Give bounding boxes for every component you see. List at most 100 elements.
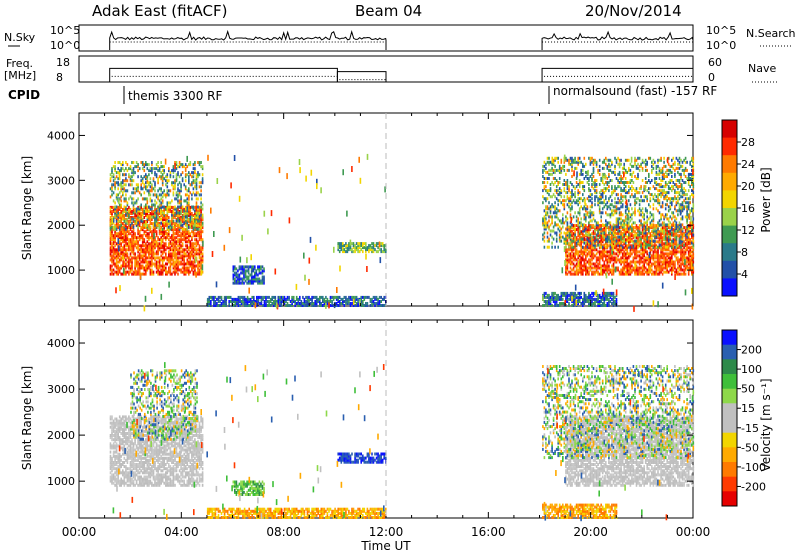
data-cell xyxy=(194,161,196,164)
data-cell xyxy=(664,266,667,270)
data-cell xyxy=(200,234,202,238)
data-cell xyxy=(244,265,247,269)
data-cell xyxy=(137,228,139,232)
data-cell xyxy=(175,254,178,258)
data-cell xyxy=(641,272,644,276)
data-cell xyxy=(588,226,590,230)
data-cell xyxy=(188,225,190,229)
data-cell xyxy=(565,237,567,241)
data-cell xyxy=(195,226,198,230)
data-cell xyxy=(154,230,156,234)
data-cell xyxy=(174,205,176,209)
data-cell xyxy=(635,250,638,254)
data-cell xyxy=(152,256,155,260)
data-cell xyxy=(641,270,644,274)
data-cell xyxy=(580,260,582,264)
data-cell xyxy=(166,181,169,185)
data-cell xyxy=(578,172,581,176)
data-cell xyxy=(621,270,624,274)
data-cell xyxy=(118,234,121,238)
data-cell xyxy=(132,240,135,244)
data-cell xyxy=(591,232,593,236)
data-cell xyxy=(201,252,204,256)
data-cell xyxy=(614,170,616,174)
data-cell xyxy=(235,279,238,283)
data-cell xyxy=(149,189,152,193)
data-cell xyxy=(118,203,121,207)
data-cell xyxy=(617,235,619,239)
data-cell xyxy=(661,262,664,266)
data-cell xyxy=(680,252,682,256)
data-cell xyxy=(674,270,676,274)
data-cell xyxy=(542,219,544,223)
data-cell xyxy=(672,264,675,268)
data-cell xyxy=(672,252,675,256)
data-cell xyxy=(635,260,638,264)
data-cell xyxy=(165,272,167,276)
data-cell xyxy=(629,195,632,199)
data-cell xyxy=(129,210,132,213)
data-cell xyxy=(169,268,172,272)
data-cell xyxy=(163,218,165,221)
data-cell xyxy=(241,277,244,281)
data-cell xyxy=(180,254,182,258)
data-cell xyxy=(189,214,192,217)
data-cell xyxy=(566,168,569,172)
data-cell xyxy=(200,185,202,189)
data-cell xyxy=(351,248,353,252)
data-cell xyxy=(149,185,152,189)
data-cell xyxy=(244,275,247,279)
data-cell xyxy=(163,171,165,175)
data-cell xyxy=(143,238,146,242)
data-cell xyxy=(580,240,582,244)
data-cell xyxy=(634,213,636,217)
data-cell xyxy=(186,236,189,240)
data-cell xyxy=(548,215,550,219)
data-cell xyxy=(198,218,201,221)
data-cell xyxy=(664,230,667,234)
data-cell xyxy=(188,230,190,234)
data-cell xyxy=(603,191,606,195)
data-cell xyxy=(620,179,622,182)
data-cell xyxy=(680,258,682,262)
data-cell xyxy=(632,266,635,270)
data-cell xyxy=(129,223,132,227)
data-cell xyxy=(606,225,609,229)
data-cell xyxy=(155,234,158,238)
data-cell xyxy=(618,211,621,215)
data-cell xyxy=(192,270,195,274)
data-cell xyxy=(597,197,599,201)
data-cell xyxy=(600,195,602,199)
data-cell xyxy=(603,246,606,250)
data-cell xyxy=(198,236,201,240)
data-cell xyxy=(189,254,192,258)
data-cell xyxy=(131,201,133,205)
data-cell xyxy=(621,166,624,170)
data-cell xyxy=(572,258,575,262)
data-cell xyxy=(118,224,121,228)
data-cell xyxy=(583,241,586,245)
data-cell xyxy=(198,264,201,268)
data-cell xyxy=(558,209,561,213)
data-cell xyxy=(184,185,187,189)
data-cell xyxy=(592,254,595,258)
data-cell xyxy=(612,231,615,235)
data-cell xyxy=(175,161,178,164)
data-cell xyxy=(595,235,598,239)
data-cell xyxy=(588,224,590,228)
data-cell xyxy=(161,222,164,226)
data-cell xyxy=(611,203,613,207)
data-cell xyxy=(112,238,115,242)
data-cell xyxy=(134,214,136,217)
data-cell xyxy=(651,268,653,272)
data-cell xyxy=(578,179,581,182)
data-cell xyxy=(371,246,373,250)
data-cell xyxy=(560,166,563,170)
data-cell xyxy=(126,234,129,238)
data-cell xyxy=(138,266,141,270)
data-cell xyxy=(128,272,130,276)
data-cell xyxy=(151,189,153,193)
data-cell xyxy=(186,213,189,217)
data-cell xyxy=(160,213,162,217)
data-cell xyxy=(143,165,146,169)
